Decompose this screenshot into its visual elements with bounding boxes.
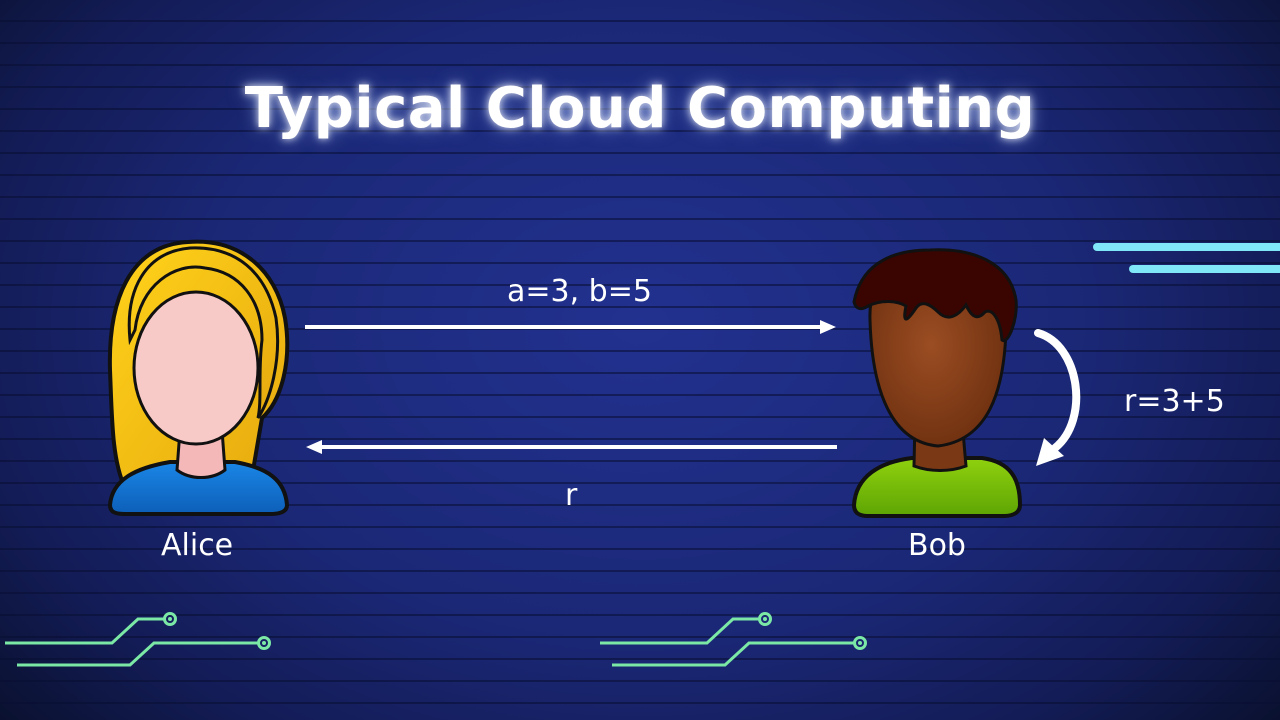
alice-name: Alice — [161, 528, 234, 563]
slide-title: Typical Cloud Computing — [244, 76, 1036, 141]
response-label: r — [565, 478, 578, 513]
bob-name: Bob — [908, 528, 966, 563]
request-label: a=3, b=5 — [507, 274, 652, 309]
computation-arrow — [1034, 329, 1081, 466]
response-arrow — [306, 440, 837, 454]
request-arrow — [305, 320, 836, 334]
computation-label: r=3+5 — [1124, 384, 1225, 419]
